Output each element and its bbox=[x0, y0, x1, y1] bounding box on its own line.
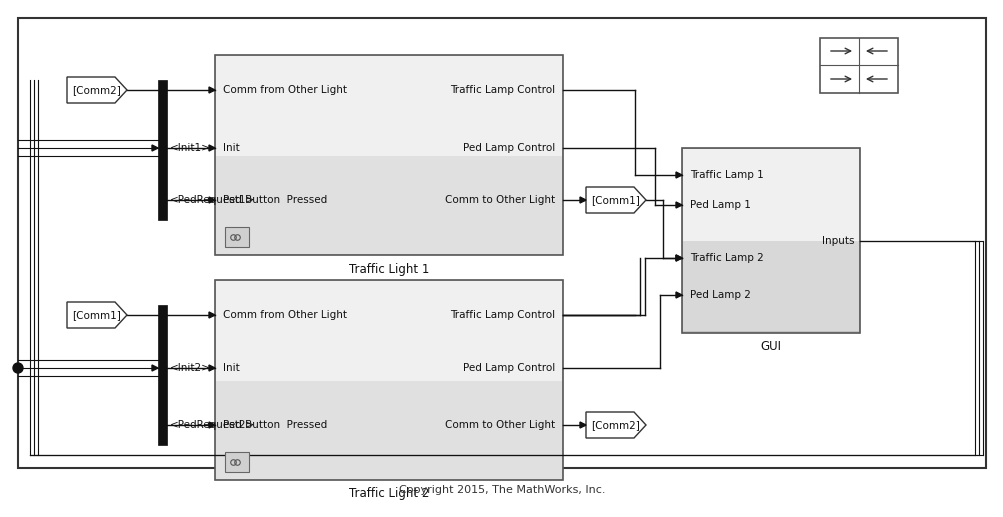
Bar bbox=[225, 452, 249, 472]
Text: Traffic Lamp 1: Traffic Lamp 1 bbox=[689, 170, 763, 180]
Bar bbox=[216, 156, 562, 254]
Text: [Comm1]: [Comm1] bbox=[72, 310, 121, 320]
Text: [Comm2]: [Comm2] bbox=[72, 85, 121, 95]
Bar bbox=[216, 56, 562, 156]
Text: <Init2>: <Init2> bbox=[170, 363, 211, 373]
Polygon shape bbox=[151, 145, 157, 151]
Polygon shape bbox=[67, 77, 126, 103]
Polygon shape bbox=[209, 422, 215, 428]
Text: Init: Init bbox=[223, 143, 240, 153]
Text: <Init1>: <Init1> bbox=[170, 143, 211, 153]
Bar bbox=[215, 280, 563, 480]
Polygon shape bbox=[151, 365, 157, 371]
Polygon shape bbox=[675, 172, 681, 178]
Text: <PedRequest1>: <PedRequest1> bbox=[170, 195, 255, 205]
Bar bbox=[682, 149, 859, 241]
Text: [Comm2]: [Comm2] bbox=[591, 420, 640, 430]
Text: Init: Init bbox=[223, 363, 240, 373]
Bar bbox=[157, 80, 166, 220]
Text: Traffic Lamp Control: Traffic Lamp Control bbox=[449, 310, 555, 320]
Text: Traffic Light 2: Traffic Light 2 bbox=[348, 488, 428, 500]
Bar bbox=[225, 227, 249, 247]
Bar bbox=[681, 148, 860, 333]
Text: Inputs: Inputs bbox=[821, 236, 855, 246]
Polygon shape bbox=[586, 412, 645, 438]
Bar bbox=[216, 381, 562, 479]
Polygon shape bbox=[580, 422, 586, 428]
Polygon shape bbox=[586, 187, 645, 213]
Polygon shape bbox=[209, 312, 215, 318]
Polygon shape bbox=[675, 202, 681, 208]
Bar bbox=[157, 305, 166, 445]
Bar bbox=[682, 241, 859, 331]
Text: Ped Lamp Control: Ped Lamp Control bbox=[462, 363, 555, 373]
Bar bbox=[216, 281, 562, 381]
Polygon shape bbox=[209, 197, 215, 203]
Polygon shape bbox=[675, 255, 681, 261]
Text: <PedRequest2>: <PedRequest2> bbox=[170, 420, 255, 430]
Text: Ped Lamp Control: Ped Lamp Control bbox=[462, 143, 555, 153]
Text: Ped Lamp 1: Ped Lamp 1 bbox=[689, 200, 750, 210]
Text: GUI: GUI bbox=[759, 341, 780, 354]
Text: Comm to Other Light: Comm to Other Light bbox=[444, 420, 555, 430]
Text: Ped Lamp 2: Ped Lamp 2 bbox=[689, 290, 750, 300]
Polygon shape bbox=[675, 292, 681, 298]
Text: Comm to Other Light: Comm to Other Light bbox=[444, 195, 555, 205]
Circle shape bbox=[13, 363, 23, 373]
Bar bbox=[819, 38, 897, 93]
Text: Ped Button  Pressed: Ped Button Pressed bbox=[223, 195, 327, 205]
Text: Comm from Other Light: Comm from Other Light bbox=[223, 310, 347, 320]
Text: Comm from Other Light: Comm from Other Light bbox=[223, 85, 347, 95]
Text: Traffic Lamp 2: Traffic Lamp 2 bbox=[689, 253, 763, 263]
Polygon shape bbox=[209, 145, 215, 151]
Polygon shape bbox=[209, 87, 215, 93]
Bar bbox=[18, 18, 985, 468]
Bar bbox=[215, 55, 563, 255]
Polygon shape bbox=[580, 197, 586, 203]
Text: Copyright 2015, The MathWorks, Inc.: Copyright 2015, The MathWorks, Inc. bbox=[398, 485, 605, 495]
Polygon shape bbox=[675, 255, 681, 261]
Text: Traffic Lamp Control: Traffic Lamp Control bbox=[449, 85, 555, 95]
Text: [Comm1]: [Comm1] bbox=[591, 195, 640, 205]
Polygon shape bbox=[209, 365, 215, 371]
Polygon shape bbox=[67, 302, 126, 328]
Text: Traffic Light 1: Traffic Light 1 bbox=[348, 263, 428, 276]
Text: Ped Button  Pressed: Ped Button Pressed bbox=[223, 420, 327, 430]
